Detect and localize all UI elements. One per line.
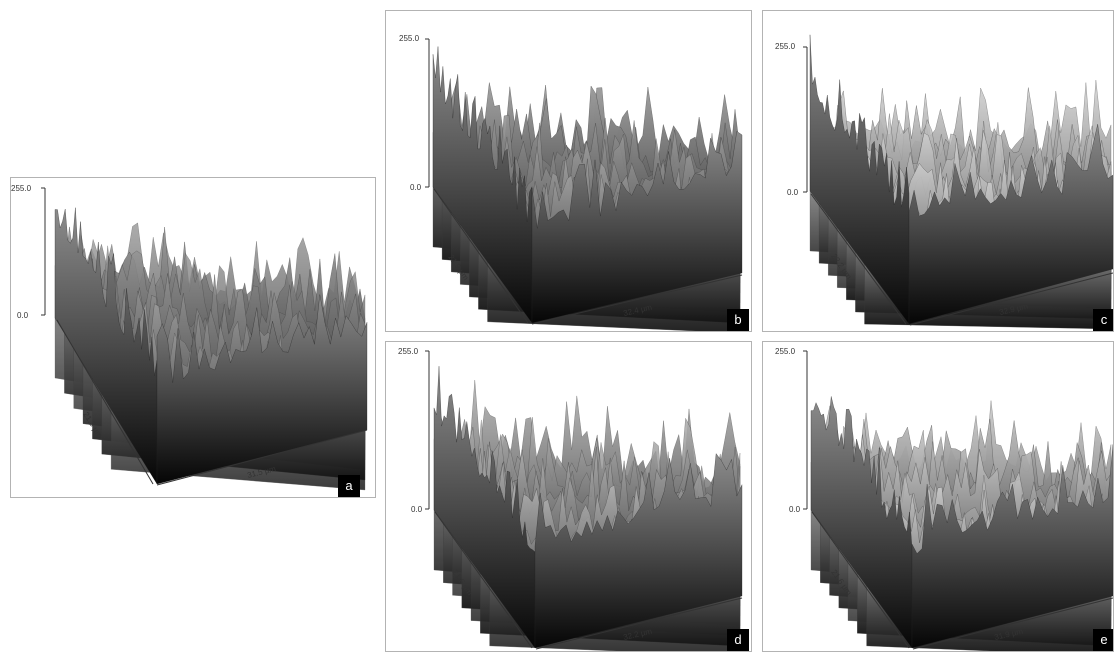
- surface-right-face-e: [911, 444, 1113, 649]
- surface-left-face-e: [810, 396, 913, 649]
- surface-e: [810, 396, 1113, 651]
- surface-plot-d: 255.0 0.0 21.6 µm 32.2 µm d: [385, 341, 752, 652]
- y-axis-a: [56, 319, 154, 485]
- surface-b: [432, 46, 743, 331]
- surface-right-face-b: [531, 131, 743, 324]
- surface-plot-e: 255.0 0.0 21.6 µm 31.9 µm e: [762, 341, 1114, 652]
- surface-plot-b: 255.0 0.0 21.9 µm 32.4 µm b: [385, 10, 752, 332]
- z-min-label-c: 0.0: [787, 188, 799, 197]
- surface-d: [433, 366, 743, 651]
- surface-plot-c-graphic: 255.0 0.0 22.2 µm 32.9 µm: [775, 34, 1113, 330]
- surface-right-face-d: [534, 453, 743, 649]
- surface-a: [54, 207, 368, 491]
- z-min-label-b: 0.0: [410, 183, 422, 192]
- z-min-label-d: 0.0: [411, 505, 423, 514]
- panel-letter-e: e: [1093, 629, 1113, 651]
- y-axis-e: [811, 511, 910, 649]
- surface-left-face-d: [433, 366, 536, 649]
- panel-letter-b: b: [727, 309, 749, 331]
- surface-left-face-a: [54, 207, 158, 485]
- z-max-label-d: 255.0: [398, 347, 419, 356]
- x-axis-b: [531, 274, 743, 325]
- z-min-label-e: 0.0: [789, 505, 801, 514]
- z-max-label-e: 255.0: [775, 347, 796, 356]
- z-min-label-a: 0.0: [17, 311, 29, 320]
- surface-left-face-b: [432, 46, 533, 324]
- y-axis-d: [434, 511, 533, 649]
- surface-plot-a: 255.0 0.0 21.3 µm 31.5 µm a: [10, 177, 376, 498]
- x-axis-a: [156, 429, 368, 486]
- y-axis-b: [433, 188, 529, 324]
- surface-right-face-a: [156, 294, 368, 485]
- panel-letter-d: d: [727, 629, 749, 651]
- surface-plot-b-graphic: 255.0 0.0 21.9 µm 32.4 µm: [399, 34, 743, 331]
- x-axis-c: [909, 272, 1113, 326]
- y-axis-c: [810, 193, 907, 325]
- surface-plot-d-graphic: 255.0 0.0 21.6 µm 32.2 µm: [398, 347, 743, 651]
- surface-plot-c: 255.0 0.0 22.2 µm 32.9 µm c: [762, 10, 1114, 332]
- panel-letter-c: c: [1093, 309, 1113, 331]
- surface-right-face-c: [908, 124, 1113, 325]
- z-max-label-c: 255.0: [775, 42, 796, 51]
- surface-plot-a-graphic: 255.0 0.0 21.3 µm 31.5 µm: [11, 184, 368, 491]
- x-axis-e: [912, 597, 1113, 650]
- panel-letter-a: a: [338, 475, 360, 497]
- z-max-label-a: 255.0: [11, 184, 32, 193]
- surface-c: [809, 34, 1113, 330]
- surface-plot-e-graphic: 255.0 0.0 21.6 µm 31.9 µm: [775, 347, 1113, 651]
- x-axis-d: [535, 597, 743, 650]
- surface-left-face-c: [809, 34, 910, 325]
- z-max-label-b: 255.0: [399, 34, 420, 43]
